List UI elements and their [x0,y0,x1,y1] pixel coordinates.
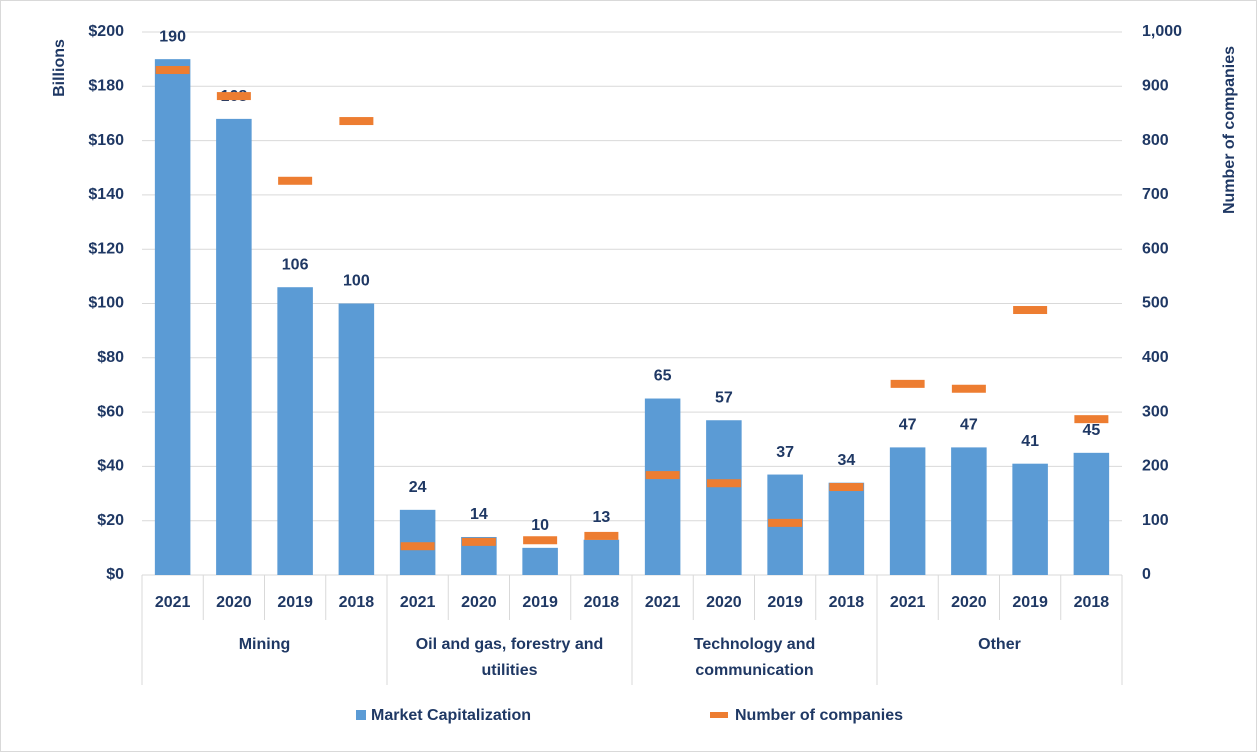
y-tick-label: $180 [88,78,124,95]
bar [889,447,926,575]
data-label: 106 [282,256,309,273]
bar [1012,463,1048,575]
data-label: 190 [159,28,186,45]
y-tick-label: $140 [88,186,124,203]
data-label: 47 [960,417,978,434]
x-tick-label: 2019 [522,594,558,611]
y2-tick-label: 300 [1142,403,1169,420]
legend-swatch [710,712,728,718]
y-tick-label: $20 [97,512,124,529]
data-label: 65 [654,368,672,385]
x-tick-label: 2021 [890,594,926,611]
marker [951,384,986,393]
marker [339,117,374,126]
x-tick-label: 2018 [584,594,620,611]
bar [583,539,620,575]
marker [155,66,190,75]
y2-axis-title: Number of companies [1221,46,1238,214]
y-axis-title: Billions [51,39,68,97]
bar [277,287,313,575]
x-tick-label: 2021 [400,594,436,611]
x-tick-label: 2020 [216,594,252,611]
marker [890,379,925,388]
marker [706,479,741,488]
y-tick-label: $60 [97,403,124,420]
data-label: 37 [776,444,794,461]
bar [706,420,742,575]
y-tick-label: $160 [88,132,124,149]
data-label: 13 [592,509,610,526]
bar [216,118,252,575]
x-tick-label: 2019 [1012,594,1048,611]
data-label: 100 [343,273,370,290]
marker [1074,415,1109,424]
y-tick-label: $80 [97,349,124,366]
bar [338,303,375,575]
y2-tick-label: 500 [1142,295,1169,312]
y2-tick-label: 600 [1142,240,1169,257]
x-tick-label: 2019 [767,594,803,611]
marker [461,537,496,546]
marker [768,518,803,527]
marker [1013,306,1048,315]
y-tick-label: $0 [106,566,124,583]
y2-tick-label: 200 [1142,458,1169,475]
bar [644,398,681,575]
x-tick-label: 2018 [829,594,865,611]
x-tick-label: 2018 [339,594,375,611]
y2-tick-label: 700 [1142,186,1169,203]
y2-tick-label: 800 [1142,132,1169,149]
data-label: 45 [1082,422,1100,439]
group-label: Mining [238,636,291,653]
data-label: 47 [899,417,917,434]
x-tick-label: 2018 [1074,594,1110,611]
bar [154,59,191,575]
marker [278,176,313,185]
y2-tick-label: 400 [1142,349,1169,366]
y2-tick-label: 900 [1142,78,1169,95]
y2-tick-label: 0 [1142,566,1151,583]
data-label: 10 [531,517,549,534]
marker [523,536,558,545]
x-tick-label: 2020 [951,594,987,611]
marker [645,471,680,480]
y-tick-label: $100 [88,295,124,312]
x-tick-label: 2021 [155,594,191,611]
data-label: 57 [715,389,733,406]
marker [400,542,435,551]
bar [1073,452,1110,575]
y-tick-label: $200 [88,23,124,40]
data-label: 41 [1021,433,1039,450]
bar [951,447,987,575]
x-tick-label: 2020 [461,594,497,611]
x-tick-label: 2019 [277,594,313,611]
data-label: 34 [837,452,855,469]
group-label: Technology and communication [693,636,816,679]
data-label: 14 [470,506,488,523]
y-tick-label: $40 [97,458,124,475]
y2-tick-label: 100 [1142,512,1169,529]
group-label: Oil and gas, forestry and utilities [415,636,604,679]
group-label: Other [978,636,1021,653]
y2-tick-label: 1,000 [1142,23,1182,40]
y-tick-label: $120 [88,240,124,257]
marker [584,531,619,540]
legend-swatch [356,710,366,720]
legend-label: Market Capitalization [371,707,531,724]
bar [828,482,865,575]
legend-label: Number of companies [735,707,903,724]
data-label: 24 [409,479,427,496]
x-tick-label: 2021 [645,594,681,611]
marker [216,92,251,101]
x-tick-label: 2020 [706,594,742,611]
bar [522,547,558,575]
marker [829,483,864,492]
